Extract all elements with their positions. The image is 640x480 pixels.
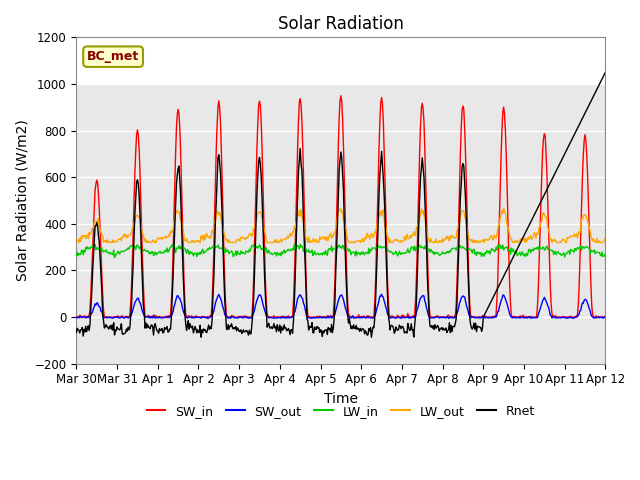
Rnet [601, 71, 609, 77]
Title: Solar Radiation: Solar Radiation [278, 15, 404, 33]
Rnet [152, 321, 159, 326]
LW_out [152, 240, 160, 245]
LW_in [594, 249, 602, 255]
SW_in [593, 314, 601, 320]
SW_in [429, 314, 436, 320]
Line: LW_out: LW_out [76, 208, 605, 242]
SW_out [594, 315, 602, 321]
LW_in [296, 241, 304, 247]
SW_in [601, 313, 609, 319]
LW_out [72, 237, 80, 242]
SW_in [602, 314, 609, 320]
SW_out [294, 294, 302, 300]
LW_out [294, 213, 302, 218]
LW_in [152, 252, 160, 258]
LW_out [594, 240, 602, 245]
Bar [76, 84, 605, 364]
Rnet [429, 325, 436, 331]
LW_out [426, 240, 434, 245]
LW_in [354, 250, 362, 255]
Line: SW_out: SW_out [76, 294, 605, 319]
LW_out [75, 240, 83, 245]
SW_in [152, 312, 159, 318]
SW_out [152, 315, 159, 321]
LW_in [427, 247, 435, 252]
Line: Rnet: Rnet [76, 72, 605, 337]
SW_out [72, 315, 80, 321]
Rnet [426, 323, 434, 328]
Line: SW_in: SW_in [76, 96, 605, 317]
X-axis label: Time: Time [324, 392, 358, 406]
SW_in [72, 314, 80, 320]
SW_out [204, 316, 212, 322]
SW_in [294, 143, 301, 149]
LW_in [602, 250, 609, 256]
LW_in [111, 255, 118, 261]
SW_out [427, 315, 435, 321]
Y-axis label: Solar Radiation (W/m2): Solar Radiation (W/m2) [15, 120, 29, 281]
Rnet [593, 86, 601, 92]
SW_out [602, 315, 609, 321]
SW_out [353, 315, 361, 321]
Rnet [294, 192, 301, 198]
SW_out [429, 315, 437, 321]
LW_in [429, 249, 437, 254]
LW_out [602, 235, 609, 240]
Rnet [72, 330, 80, 336]
SW_in [426, 312, 434, 317]
LW_out [500, 205, 508, 211]
LW_in [72, 252, 80, 258]
SW_out [378, 291, 385, 297]
Rnet [602, 70, 609, 75]
Line: LW_in: LW_in [76, 244, 605, 258]
LW_in [294, 244, 302, 250]
Rnet [367, 335, 375, 340]
Text: BC_met: BC_met [87, 50, 140, 63]
LW_out [429, 239, 436, 245]
SW_in [337, 93, 345, 98]
Legend: SW_in, SW_out, LW_in, LW_out, Rnet: SW_in, SW_out, LW_in, LW_out, Rnet [141, 400, 540, 423]
LW_out [353, 238, 361, 244]
